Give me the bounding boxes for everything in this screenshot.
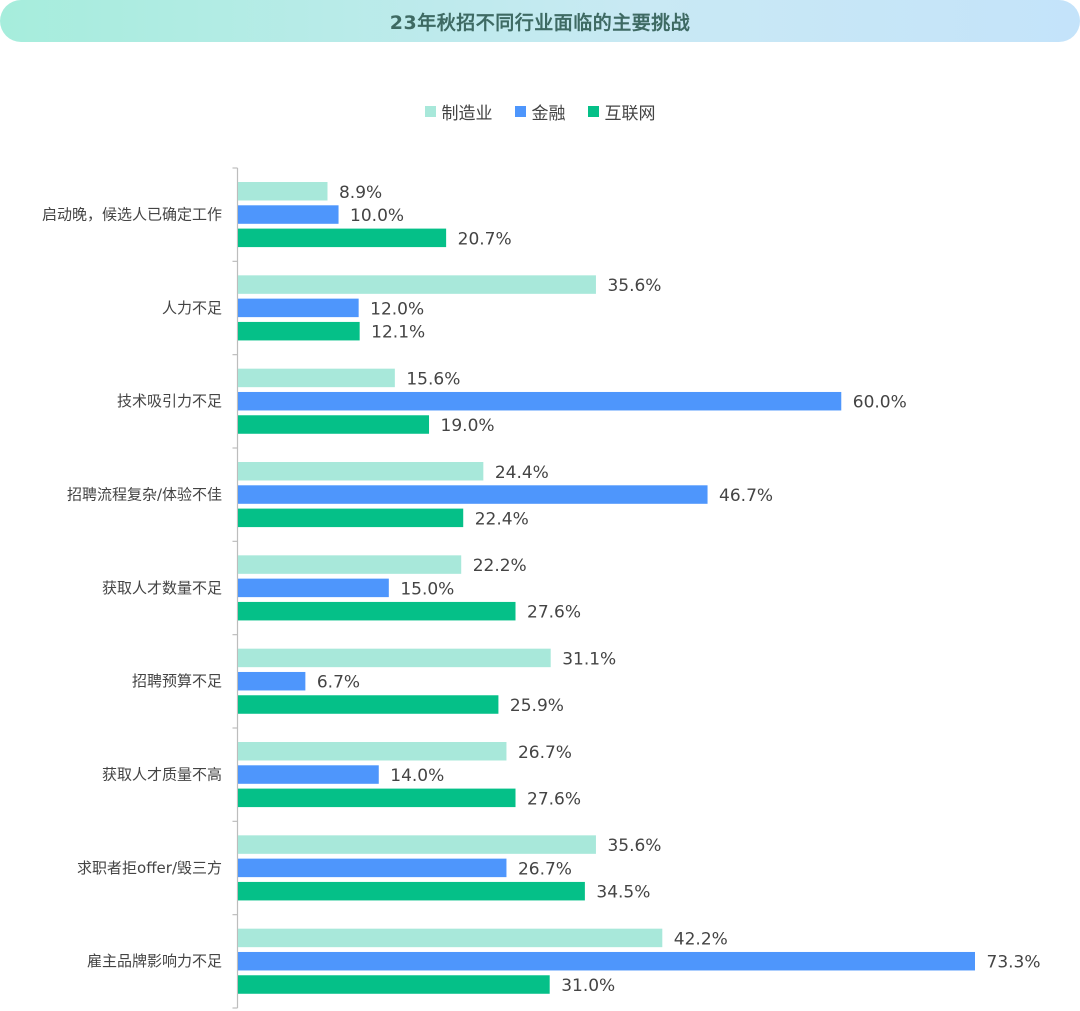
legend-item-finance: 金融 <box>514 99 566 124</box>
bar <box>238 788 516 808</box>
bar <box>238 742 507 761</box>
data-label: 8.9% <box>339 183 382 203</box>
bar <box>238 928 663 948</box>
bar <box>238 228 447 248</box>
bar <box>238 391 842 411</box>
data-label: 24.4% <box>495 463 549 483</box>
data-label: 25.9% <box>510 696 564 716</box>
bar <box>238 835 596 854</box>
bar <box>238 321 360 341</box>
bar <box>238 671 306 691</box>
data-label: 14.0% <box>390 766 444 786</box>
category-label: 启动晚，候选人已确定工作 <box>42 206 222 224</box>
legend-swatch <box>514 106 526 117</box>
data-label: 15.6% <box>406 369 460 389</box>
data-label: 22.4% <box>475 509 529 529</box>
data-label: 26.7% <box>518 743 572 763</box>
bar <box>238 765 379 784</box>
data-label: 42.2% <box>674 929 728 949</box>
legend-item-internet: 互联网 <box>587 99 656 124</box>
bar <box>238 601 516 621</box>
bar <box>238 182 328 201</box>
category-label: 招聘预算不足 <box>132 672 222 690</box>
chart-title-bar: 23年秋招不同行业面临的主要挑战 <box>0 0 1080 42</box>
bar <box>238 695 499 714</box>
legend-label: 制造业 <box>441 104 493 124</box>
data-label: 31.0% <box>561 976 615 996</box>
category-label: 招聘流程复杂/体验不佳 <box>67 486 222 504</box>
bar <box>238 205 339 224</box>
category-label: 获取人才数量不足 <box>102 579 222 597</box>
bar <box>238 485 708 504</box>
bar <box>238 858 507 878</box>
data-label: 27.6% <box>527 603 581 623</box>
data-label: 22.2% <box>473 556 527 576</box>
data-label: 31.1% <box>562 649 616 669</box>
bar <box>238 578 389 598</box>
data-label: 12.1% <box>371 323 425 343</box>
category-label: 人力不足 <box>162 299 222 317</box>
data-label: 15.0% <box>400 579 454 599</box>
bar <box>238 951 975 971</box>
data-label: 35.6% <box>607 276 661 296</box>
data-label: 20.7% <box>458 229 512 249</box>
bar <box>238 275 596 294</box>
data-label: 73.3% <box>987 953 1041 973</box>
legend-label: 金融 <box>531 104 566 124</box>
data-label: 60.0% <box>853 393 907 413</box>
category-label: 求职者拒offer/毁三方 <box>77 859 222 877</box>
bar <box>238 368 395 388</box>
bar <box>238 415 430 434</box>
category-label: 雇主品牌影响力不足 <box>87 952 222 970</box>
chart-title: 23年秋招不同行业面临的主要挑战 <box>389 11 691 34</box>
data-label: 26.7% <box>518 859 572 879</box>
data-label: 12.0% <box>370 299 424 319</box>
legend: 制造业 金融 互联网 <box>0 99 1080 124</box>
bar <box>238 881 585 901</box>
bar <box>238 648 551 668</box>
bar <box>238 555 462 574</box>
bar <box>238 508 464 528</box>
category-label: 获取人才质量不高 <box>102 766 222 784</box>
data-label: 19.0% <box>441 416 495 436</box>
bar <box>238 462 484 481</box>
bar <box>238 975 550 994</box>
data-label: 6.7% <box>317 673 360 693</box>
data-label: 46.7% <box>719 486 773 506</box>
bar <box>238 298 359 318</box>
data-label: 27.6% <box>527 789 581 809</box>
data-label: 10.0% <box>350 206 404 226</box>
category-label: 技术吸引力不足 <box>117 392 222 410</box>
legend-label: 互联网 <box>604 104 656 124</box>
legend-item-manufacturing: 制造业 <box>424 99 493 124</box>
legend-swatch <box>587 106 599 117</box>
data-label: 35.6% <box>607 836 661 856</box>
legend-swatch <box>424 106 436 117</box>
data-label: 34.5% <box>596 883 650 903</box>
